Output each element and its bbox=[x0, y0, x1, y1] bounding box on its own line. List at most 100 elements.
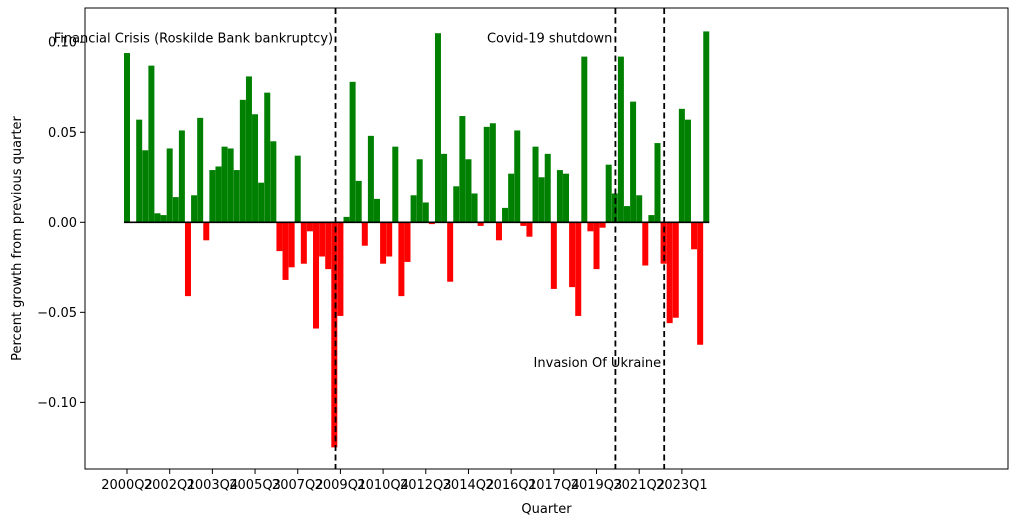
bar bbox=[386, 222, 393, 257]
bar bbox=[374, 198, 380, 223]
x-axis: 2000Q22002Q12003Q42005Q32007Q22009Q12010… bbox=[101, 469, 708, 493]
bar bbox=[471, 193, 478, 223]
bar bbox=[428, 222, 435, 225]
y-tick-label: 0.00 bbox=[48, 216, 77, 231]
bar bbox=[422, 202, 429, 223]
bar bbox=[300, 222, 307, 264]
bar bbox=[276, 222, 283, 252]
bar bbox=[581, 56, 588, 223]
bar bbox=[154, 213, 161, 223]
bar bbox=[355, 180, 362, 223]
bar bbox=[160, 215, 167, 223]
x-tick-label: 2021Q2 bbox=[613, 478, 665, 493]
bar bbox=[184, 222, 191, 297]
x-tick-label: 2017Q4 bbox=[528, 478, 580, 493]
bar bbox=[306, 222, 313, 232]
y-tick-label: −0.05 bbox=[37, 306, 77, 321]
bar bbox=[593, 222, 600, 270]
x-axis-label: Quarter bbox=[521, 502, 572, 517]
bar bbox=[605, 164, 612, 223]
bar bbox=[550, 222, 557, 289]
vertical-lines-group bbox=[334, 8, 666, 469]
bar bbox=[178, 130, 185, 223]
x-tick-label: 2002Q1 bbox=[144, 478, 196, 493]
x-tick-label: 2010Q4 bbox=[357, 478, 409, 493]
y-tick-label: 0.05 bbox=[48, 126, 77, 141]
x-tick-label: 2003Q4 bbox=[187, 478, 239, 493]
bar bbox=[215, 166, 222, 223]
y-axis-label: Percent growth from previous quarter bbox=[10, 115, 25, 360]
bar bbox=[648, 215, 655, 223]
bar bbox=[538, 177, 545, 223]
bar bbox=[617, 56, 624, 223]
bar bbox=[410, 195, 417, 223]
x-tick-label: 2014Q2 bbox=[443, 478, 495, 493]
bar bbox=[691, 222, 698, 250]
x-tick-label: 2009Q1 bbox=[315, 478, 367, 493]
bar bbox=[239, 99, 246, 223]
bar bbox=[361, 222, 368, 246]
x-tick-label: 2005Q3 bbox=[229, 478, 281, 493]
bar bbox=[684, 119, 691, 223]
bar bbox=[264, 92, 271, 223]
bar bbox=[252, 114, 259, 223]
bar bbox=[544, 153, 551, 223]
bar bbox=[483, 126, 490, 223]
bar bbox=[233, 170, 240, 223]
bar bbox=[697, 222, 704, 345]
bar bbox=[124, 53, 130, 223]
bar bbox=[630, 101, 637, 223]
bar bbox=[343, 216, 350, 223]
x-tick-label: 2023Q1 bbox=[656, 478, 708, 493]
plot-frame bbox=[84, 7, 1009, 470]
bar bbox=[404, 222, 411, 262]
bar bbox=[678, 108, 685, 223]
bar bbox=[575, 222, 582, 316]
bar bbox=[563, 173, 570, 223]
bar bbox=[142, 150, 149, 223]
bar bbox=[508, 173, 515, 223]
bar bbox=[526, 222, 533, 237]
bar bbox=[209, 170, 216, 223]
bar bbox=[599, 222, 606, 228]
bar bbox=[136, 119, 143, 223]
ukraine-annotation: Invasion Of Ukraine bbox=[534, 356, 662, 371]
bar bbox=[313, 222, 320, 329]
bar bbox=[172, 197, 179, 223]
bar bbox=[453, 186, 460, 223]
bar bbox=[489, 123, 496, 223]
bar bbox=[380, 222, 387, 264]
y-tick-label: 0.10 bbox=[48, 36, 77, 51]
bar bbox=[532, 146, 539, 223]
bar bbox=[270, 141, 277, 223]
bar bbox=[245, 76, 252, 223]
bar bbox=[441, 153, 448, 223]
bar bbox=[349, 81, 356, 223]
bar bbox=[654, 143, 661, 223]
bar bbox=[203, 222, 210, 241]
bar bbox=[642, 222, 649, 266]
y-tick-label: −0.10 bbox=[37, 396, 77, 411]
bar bbox=[434, 33, 441, 223]
x-tick-label: 2000Q2 bbox=[101, 478, 153, 493]
bar bbox=[227, 148, 234, 223]
bar bbox=[367, 135, 374, 223]
bar bbox=[514, 130, 521, 223]
covid-annotation: Covid-19 shutdown bbox=[487, 32, 612, 47]
bar bbox=[166, 148, 173, 223]
bar bbox=[502, 207, 509, 223]
x-tick-label: 2007Q2 bbox=[272, 478, 324, 493]
bar bbox=[282, 222, 289, 280]
bar bbox=[398, 222, 405, 297]
bar bbox=[660, 222, 667, 264]
bar bbox=[331, 222, 338, 448]
bar bbox=[459, 116, 466, 223]
bar bbox=[556, 170, 563, 223]
bar bbox=[416, 159, 423, 223]
bar bbox=[191, 195, 198, 223]
bar bbox=[587, 222, 594, 232]
bars-group bbox=[124, 31, 710, 448]
financial-crisis-annotation: Financial Crisis (Roskilde Bank bankrupt… bbox=[54, 32, 333, 47]
bar bbox=[392, 146, 399, 223]
